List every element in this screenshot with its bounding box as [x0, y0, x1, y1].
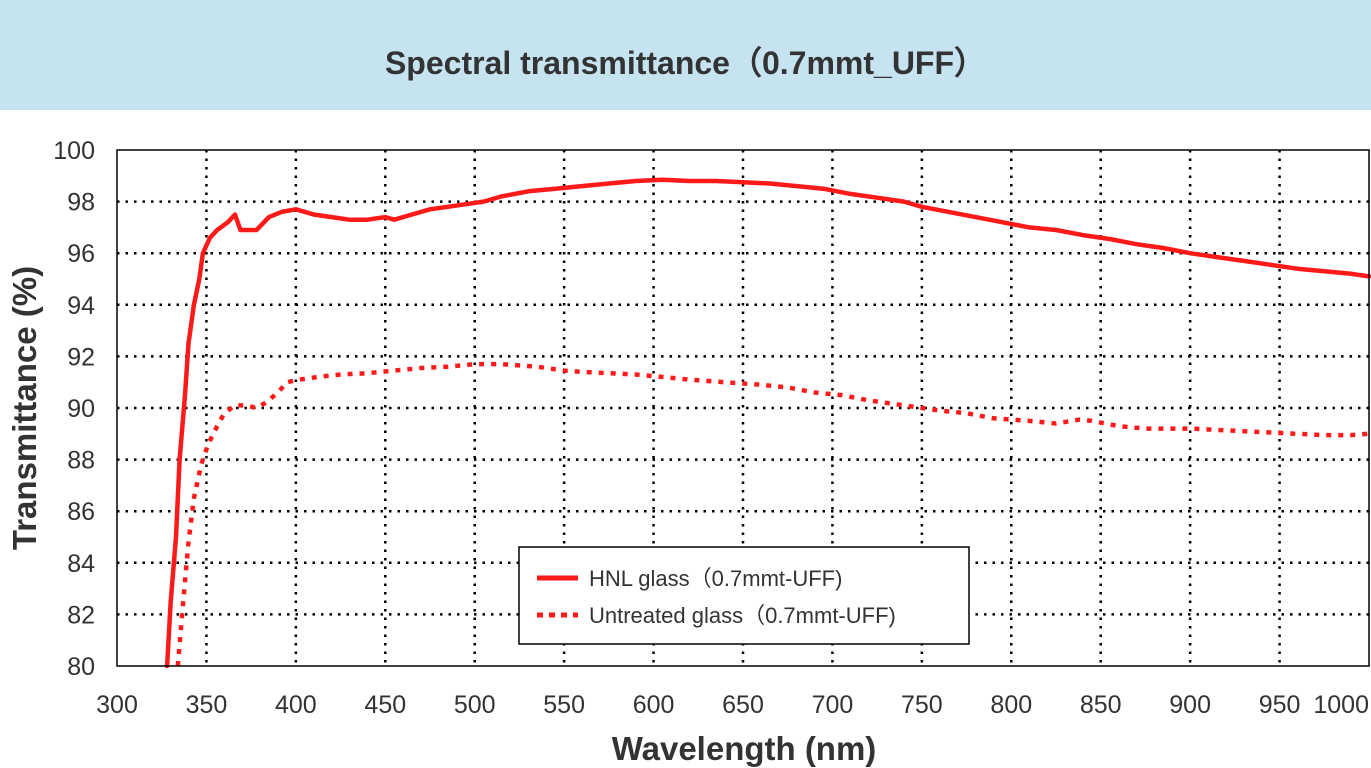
series-line-hnl-glass [164, 177, 1371, 669]
x-tick-label: 900 [1169, 691, 1211, 719]
y-tick-label: 100 [53, 137, 95, 165]
y-tick-label: 90 [67, 395, 95, 423]
x-tick-label: 600 [633, 691, 675, 719]
y-tick-label: 94 [67, 292, 95, 320]
x-tick-label: 550 [543, 691, 585, 719]
x-tick-label: 650 [722, 691, 764, 719]
x-tick-label: 750 [901, 691, 943, 719]
x-tick-label: 400 [275, 691, 317, 719]
x-tick-label: 450 [364, 691, 406, 719]
x-tick-label: 500 [454, 691, 496, 719]
chart-title: Spectral transmittance（0.7mmt_UFF） [384, 45, 987, 81]
x-tick-label: 300 [96, 691, 138, 719]
x-tick-label: 1000 [1313, 691, 1369, 719]
legend-label-untreated: Untreated glass（0.7mmt-UFF) [589, 603, 896, 628]
legend-label-hnl: HNL glass（0.7mmt-UFF) [589, 566, 842, 591]
y-tick-label: 80 [67, 653, 95, 681]
y-tick-label: 82 [67, 601, 95, 629]
y-axis-title: Transmittance (%) [6, 266, 43, 550]
x-tick-label: 700 [812, 691, 854, 719]
plot-frame [116, 149, 1370, 667]
y-tick-label: 92 [67, 343, 95, 371]
legend-box [518, 546, 970, 645]
y-tick-label: 84 [67, 550, 95, 578]
header-bar [0, 0, 1371, 110]
y-tick-label: 96 [67, 240, 95, 268]
x-tick-label: 950 [1259, 691, 1301, 719]
x-axis-title: Wavelength (nm) [612, 730, 877, 767]
x-tick-label: 350 [186, 691, 228, 719]
legend: HNL glass（0.7mmt-UFF) Untreated glass（0.… [518, 546, 970, 645]
y-tick-label: 86 [67, 498, 95, 526]
y-tick-label: 88 [67, 447, 95, 475]
y-tick-label: 98 [67, 189, 95, 217]
x-tick-label: 800 [990, 691, 1032, 719]
x-tick-label: 850 [1080, 691, 1122, 719]
